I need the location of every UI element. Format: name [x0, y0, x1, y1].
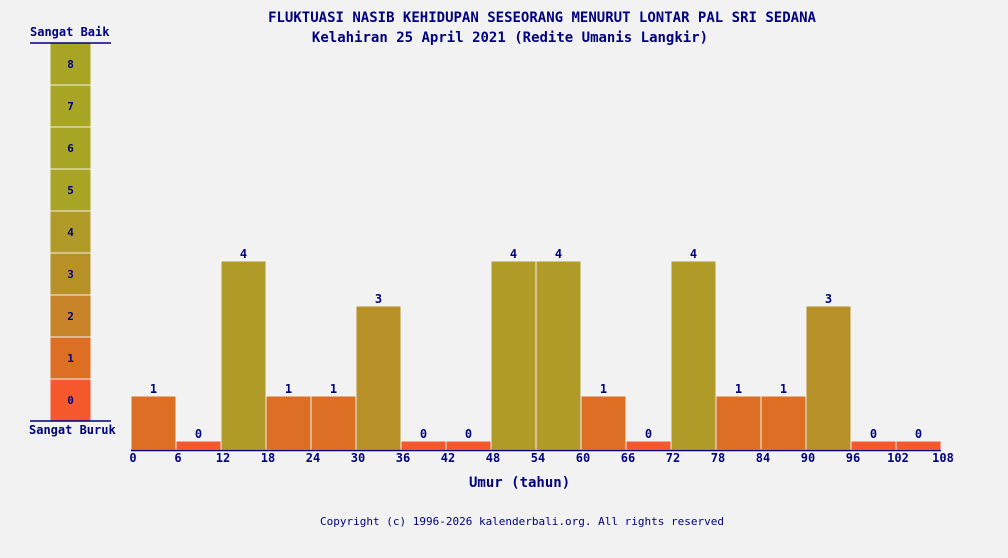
bar-102-108 [895, 440, 942, 451]
legend-cell-4 [49, 210, 92, 254]
legend-bottom-label: Sangat Buruk [29, 423, 116, 437]
bar-42-48 [445, 440, 492, 451]
bar-72-78 [670, 260, 717, 451]
legend-cell-8 [49, 42, 92, 86]
bar-value-label: 0 [915, 427, 922, 441]
bar-90-96 [805, 305, 852, 451]
x-tick-label: 84 [756, 451, 770, 465]
x-tick-label: 12 [216, 451, 230, 465]
x-tick-label: 96 [846, 451, 860, 465]
x-tick-label: 108 [932, 451, 954, 465]
bar-value-label: 4 [510, 247, 517, 261]
legend-level-label: 6 [67, 142, 74, 155]
bar-value-label: 0 [420, 427, 427, 441]
bar-value-label: 0 [195, 427, 202, 441]
x-tick-label: 102 [887, 451, 909, 465]
legend-level-label: 3 [67, 268, 74, 281]
x-tick-label: 36 [396, 451, 410, 465]
bar-18-24 [265, 395, 312, 451]
bar-84-90 [760, 395, 807, 451]
bar-96-102 [850, 440, 897, 451]
bar-value-label: 0 [870, 427, 877, 441]
legend-level-label: 4 [67, 226, 74, 239]
legend-cell-2 [49, 294, 92, 338]
x-tick-label: 24 [306, 451, 320, 465]
x-tick-label: 54 [531, 451, 545, 465]
bar-value-label: 1 [150, 382, 157, 396]
bar-value-label: 0 [645, 427, 652, 441]
x-tick-label: 0 [129, 451, 136, 465]
bar-66-72 [625, 440, 672, 451]
bar-value-label: 1 [600, 382, 607, 396]
legend-level-label: 5 [67, 184, 74, 197]
bar-value-label: 3 [375, 292, 382, 306]
bar-value-label: 1 [780, 382, 787, 396]
bar-0-6 [130, 395, 177, 451]
legend-level-label: 2 [67, 310, 74, 323]
x-tick-label: 78 [711, 451, 725, 465]
chart-subtitle: Kelahiran 25 April 2021 (Redite Umanis L… [311, 30, 709, 46]
bar-60-66 [580, 395, 627, 451]
legend-cell-7 [49, 84, 92, 128]
x-tick-label: 6 [174, 451, 181, 465]
x-axis-label: Umur (tahun) [469, 475, 571, 491]
bar-value-label: 0 [465, 427, 472, 441]
bar-12-18 [220, 260, 267, 451]
x-tick-label: 72 [666, 451, 680, 465]
bar-54-60 [535, 260, 582, 451]
bar-24-30 [310, 395, 357, 451]
legend-top-label: Sangat Baik [30, 25, 110, 39]
bar-6-12 [175, 440, 222, 451]
x-tick-label: 30 [351, 451, 365, 465]
bar-value-label: 4 [555, 247, 562, 261]
legend-level-label: 1 [67, 352, 74, 365]
chart-title: FLUKTUASI NASIB KEHIDUPAN SESEORANG MENU… [268, 10, 816, 26]
x-tick-label: 60 [576, 451, 590, 465]
bar-value-label: 1 [735, 382, 742, 396]
legend-level-label: 7 [67, 100, 74, 113]
x-tick-label: 66 [621, 451, 635, 465]
bar-36-42 [400, 440, 447, 451]
legend-cell-5 [49, 168, 92, 212]
legend-cell-3 [49, 252, 92, 296]
bar-value-label: 4 [240, 247, 247, 261]
x-tick-label: 90 [801, 451, 815, 465]
x-tick-label: 48 [486, 451, 500, 465]
legend-level-label: 8 [67, 58, 74, 71]
bar-30-36 [355, 305, 402, 451]
legend-cell-6 [49, 126, 92, 170]
bar-value-label: 3 [825, 292, 832, 306]
bar-value-label: 4 [690, 247, 697, 261]
legend-level-label: 0 [67, 394, 74, 407]
x-tick-label: 18 [261, 451, 275, 465]
bar-value-label: 1 [285, 382, 292, 396]
footer-copyright: Copyright (c) 1996-2026 kalenderbali.org… [320, 515, 724, 528]
bar-78-84 [715, 395, 762, 451]
x-tick-label: 42 [441, 451, 455, 465]
bar-value-label: 1 [330, 382, 337, 396]
bar-48-54 [490, 260, 537, 451]
